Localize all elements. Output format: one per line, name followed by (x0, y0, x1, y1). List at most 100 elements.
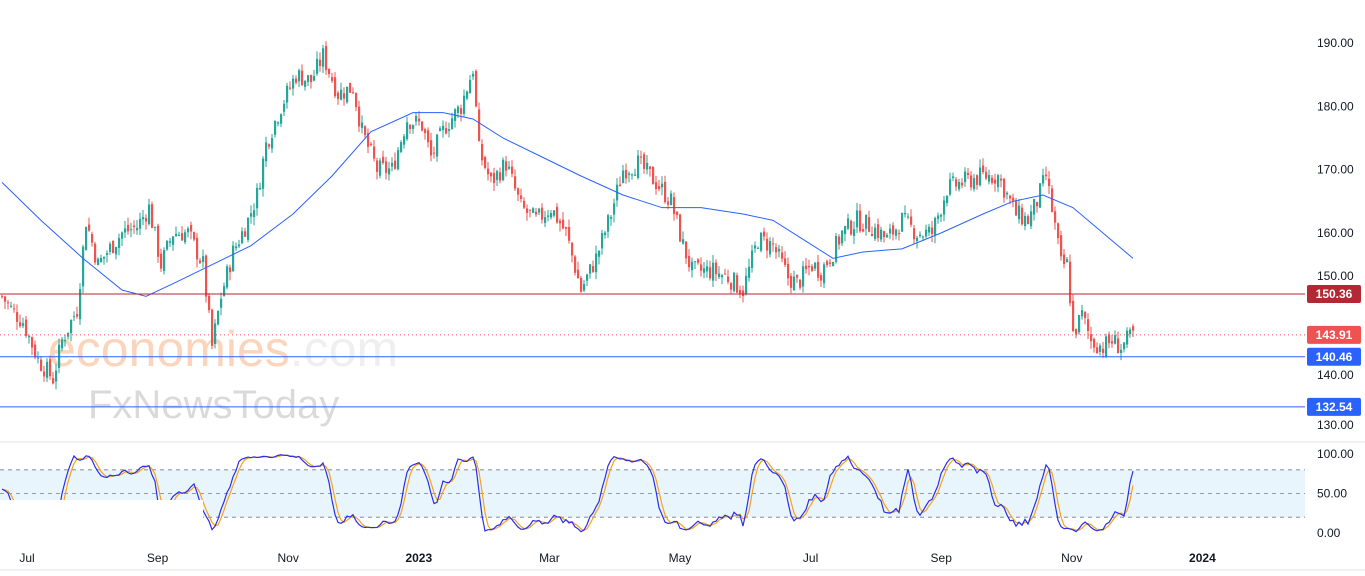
time-tick-label: 2024 (1189, 551, 1216, 565)
candle-body (391, 162, 394, 167)
price-tick-label: 160.00 (1317, 226, 1354, 240)
candle-body (244, 231, 247, 237)
price-tick-label: 130.00 (1317, 418, 1354, 432)
candle-body (193, 232, 196, 240)
candle-body (226, 266, 229, 288)
candle-body (925, 229, 928, 237)
price-label-badge (1307, 285, 1361, 304)
candle-body (229, 267, 232, 273)
candle-body (1093, 338, 1096, 348)
candle-body (580, 278, 583, 292)
candle-body (472, 73, 475, 77)
candle-body (778, 248, 781, 252)
candle-body (841, 230, 844, 244)
candle-body (634, 174, 637, 176)
candle-body (1111, 341, 1114, 344)
candle-body (637, 155, 640, 178)
candle-body (541, 207, 544, 220)
candle-body (1063, 254, 1066, 264)
candle-body (817, 261, 820, 278)
candle-body (1, 295, 4, 297)
candle-body (130, 229, 133, 231)
candle-body (337, 92, 340, 99)
candle-body (904, 213, 907, 215)
candle-body (103, 256, 106, 259)
candle-body (928, 226, 931, 233)
candle-body (397, 150, 400, 170)
candle-body (760, 232, 763, 251)
candle-body (547, 215, 550, 217)
candle-body (880, 229, 883, 240)
candle-body (940, 214, 943, 217)
candle-body (100, 257, 103, 262)
candle-body (586, 274, 589, 281)
candle-body (43, 371, 46, 377)
candle-body (313, 76, 316, 81)
candle-body (85, 227, 88, 251)
candle-body (979, 167, 982, 186)
candle-body (508, 166, 511, 169)
candle-body (4, 296, 7, 302)
candle-body (757, 247, 760, 249)
candle-body (652, 166, 655, 185)
candle-body (376, 160, 379, 172)
time-tick-label: May (669, 551, 692, 565)
candle-body (82, 246, 85, 287)
candle-body (307, 75, 310, 82)
candle-body (112, 240, 115, 253)
candle-body (688, 255, 691, 268)
candle-body (499, 172, 502, 181)
candle-body (208, 295, 211, 311)
candle-body (991, 177, 994, 183)
time-tick-label: 2023 (405, 551, 432, 565)
candle-body (718, 273, 721, 278)
candle-body (721, 275, 724, 278)
candle-body (451, 118, 454, 129)
candle-body (685, 241, 688, 259)
candle-body (802, 266, 805, 287)
candle-body (241, 231, 244, 244)
candle-body (442, 125, 445, 131)
oscillator-tick-label: 100.00 (1317, 447, 1354, 461)
price-tick-label: 140.00 (1317, 368, 1354, 382)
candle-body (679, 214, 682, 242)
candle-body (79, 289, 82, 320)
candle-body (1012, 197, 1015, 201)
candle-body (550, 213, 553, 218)
candle-body (1072, 300, 1075, 332)
candle-body (931, 227, 934, 235)
candle-body (322, 48, 325, 67)
candle-body (118, 238, 121, 248)
candle-body (238, 244, 241, 247)
candle-body (493, 173, 496, 184)
candle-body (106, 252, 109, 255)
candle-body (886, 235, 889, 238)
candle-body (259, 187, 262, 190)
candle-body (1060, 235, 1063, 257)
candle-body (424, 129, 427, 134)
price-tick-label: 180.00 (1317, 99, 1354, 113)
candle-body (202, 256, 205, 262)
candle-body (403, 136, 406, 145)
candle-body (217, 310, 220, 325)
candle-body (916, 237, 919, 242)
candle-body (847, 218, 850, 229)
candle-body (907, 216, 910, 218)
candle-body (793, 276, 796, 291)
candle-body (934, 217, 937, 236)
candle-body (205, 255, 208, 297)
candle-body (400, 142, 403, 152)
candle-body (220, 298, 223, 308)
time-tick-label: Jul (803, 551, 818, 565)
candle-body (436, 134, 439, 157)
candle-body (415, 115, 418, 122)
candle-body (370, 143, 373, 145)
oscillator-tick-label: 50.00 (1317, 487, 1347, 501)
candle-body (739, 289, 742, 294)
candle-body (1036, 202, 1039, 207)
candle-body (1081, 310, 1084, 317)
candle-body (976, 175, 979, 185)
candle-body (727, 276, 730, 282)
candle-body (640, 156, 643, 158)
